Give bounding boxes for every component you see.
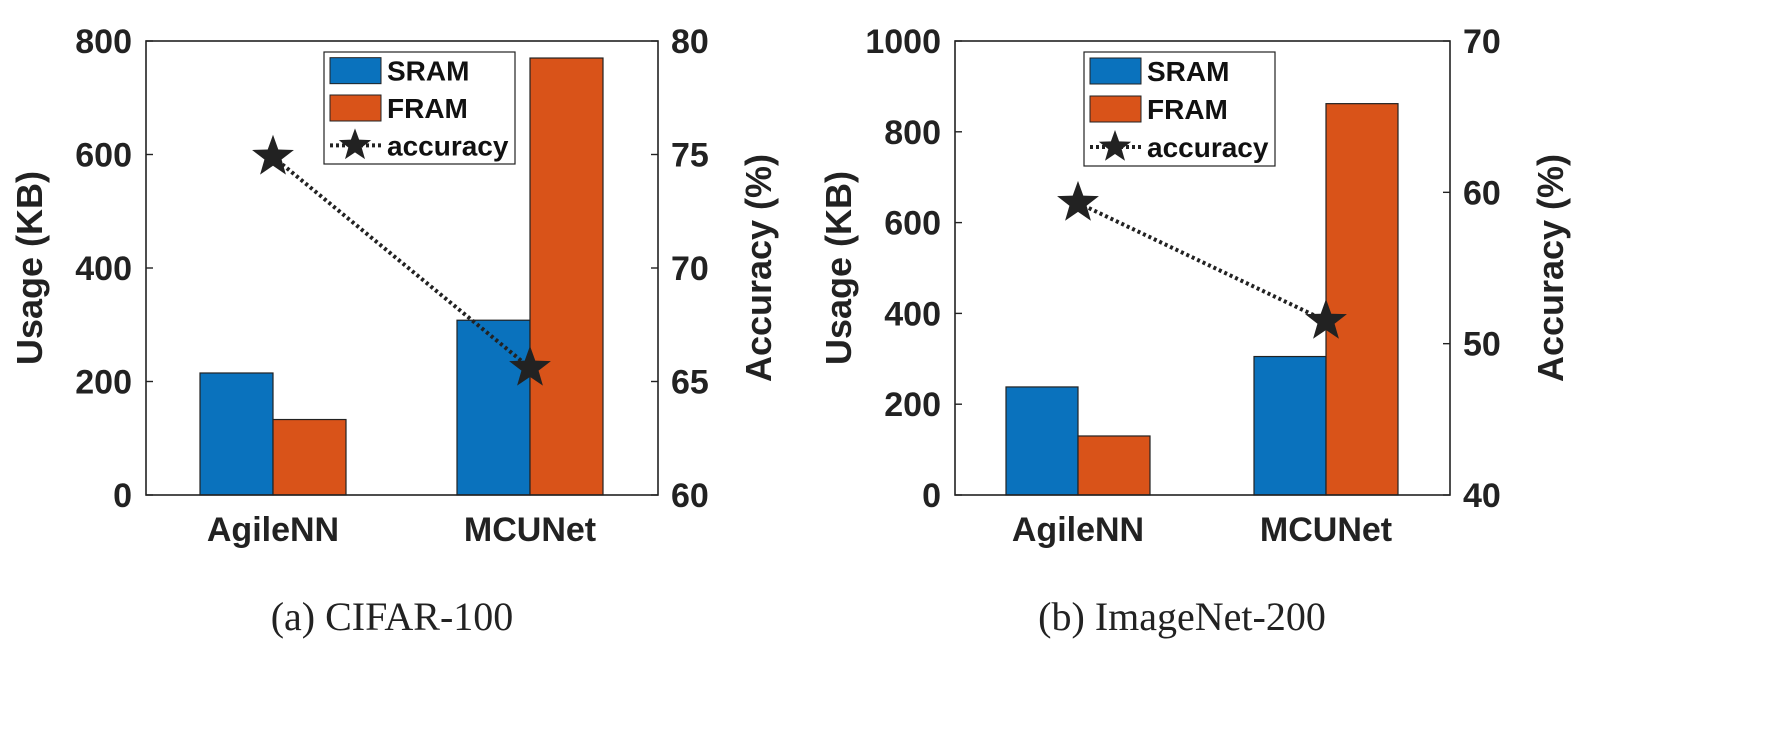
legend-label-sram: SRAM [387, 56, 469, 87]
accuracy-star-mcunet [1305, 298, 1347, 339]
legend-star-icon [1098, 130, 1132, 161]
accuracy-line [1077, 201, 1327, 323]
y-tick-label: 200 [884, 386, 941, 424]
accuracy-star-mcunet [509, 345, 551, 386]
y-tick-label: 600 [884, 205, 941, 243]
y-tick-label: 1000 [865, 23, 941, 61]
x-tick-label: MCUNet [464, 511, 596, 549]
bar-fram-agilenn [272, 418, 347, 496]
y2-tick-label: 65 [671, 364, 709, 402]
x-tick-label: MCUNet [1260, 511, 1392, 549]
chart-panel-imagenet200: 0 200 400 600 800 1000 40 50 60 70 AgileNN MCUNet Us… [818, 23, 1571, 639]
bar-sram-mcunet [1253, 355, 1327, 496]
accuracy-star-agilenn [1057, 180, 1099, 221]
legend-label-sram: SRAM [1147, 56, 1229, 87]
y2-tick-label: 70 [671, 250, 709, 288]
y2-tick-label: 40 [1463, 477, 1501, 515]
x-tick-label: AgileNN [1012, 511, 1144, 549]
y-tick-label: 0 [113, 477, 132, 515]
y2-tick-label: 50 [1463, 326, 1501, 364]
y2-tick-label: 70 [1463, 23, 1501, 61]
legend-label-accuracy: accuracy [387, 130, 509, 161]
y-tick-label: 600 [75, 137, 132, 175]
y-tick-label: 800 [884, 114, 941, 152]
y-tick-label: 0 [922, 477, 941, 515]
bar-fram-mcunet [1325, 103, 1399, 496]
y-axis-title: Usage (KB) [9, 171, 50, 365]
y2-axis-title: Accuracy (%) [738, 154, 779, 382]
chart-panel-cifar100: 0 200 400 600 800 60 65 70 75 80 AgileNN MCUNet Usag… [9, 23, 779, 639]
legend-swatch-sram [1089, 57, 1142, 85]
y-tick-label: 200 [75, 364, 132, 402]
accuracy-line [271, 155, 532, 370]
panel-caption: (a) CIFAR-100 [271, 594, 514, 639]
y2-tick-label: 60 [671, 477, 709, 515]
plot-frame [954, 40, 1451, 496]
panel-caption: (b) ImageNet-200 [1038, 594, 1326, 639]
legend-star-icon [338, 128, 372, 160]
legend-swatch-fram [1089, 95, 1142, 123]
legend-label-accuracy: accuracy [1147, 132, 1269, 163]
bar-fram-agilenn [1077, 435, 1151, 496]
legend-swatch-sram [329, 57, 382, 85]
bar-fram-mcunet [529, 57, 604, 496]
x-tick-label: AgileNN [207, 511, 339, 549]
y-tick-label: 800 [75, 23, 132, 61]
y-tick-label: 400 [884, 295, 941, 333]
y2-tick-label: 60 [1463, 174, 1501, 212]
y2-tick-label: 80 [671, 23, 709, 61]
y-axis-title: Usage (KB) [818, 171, 859, 365]
bar-sram-agilenn [1005, 386, 1079, 496]
bar-sram-mcunet [456, 319, 531, 496]
bar-sram-agilenn [199, 372, 274, 496]
y-tick-label: 400 [75, 250, 132, 288]
legend-swatch-fram [329, 94, 382, 122]
legend-label-fram: FRAM [1147, 94, 1228, 125]
accuracy-star-agilenn [252, 134, 294, 175]
y2-tick-label: 75 [671, 137, 709, 175]
y2-axis-title: Accuracy (%) [1530, 154, 1571, 382]
legend-label-fram: FRAM [387, 93, 468, 124]
